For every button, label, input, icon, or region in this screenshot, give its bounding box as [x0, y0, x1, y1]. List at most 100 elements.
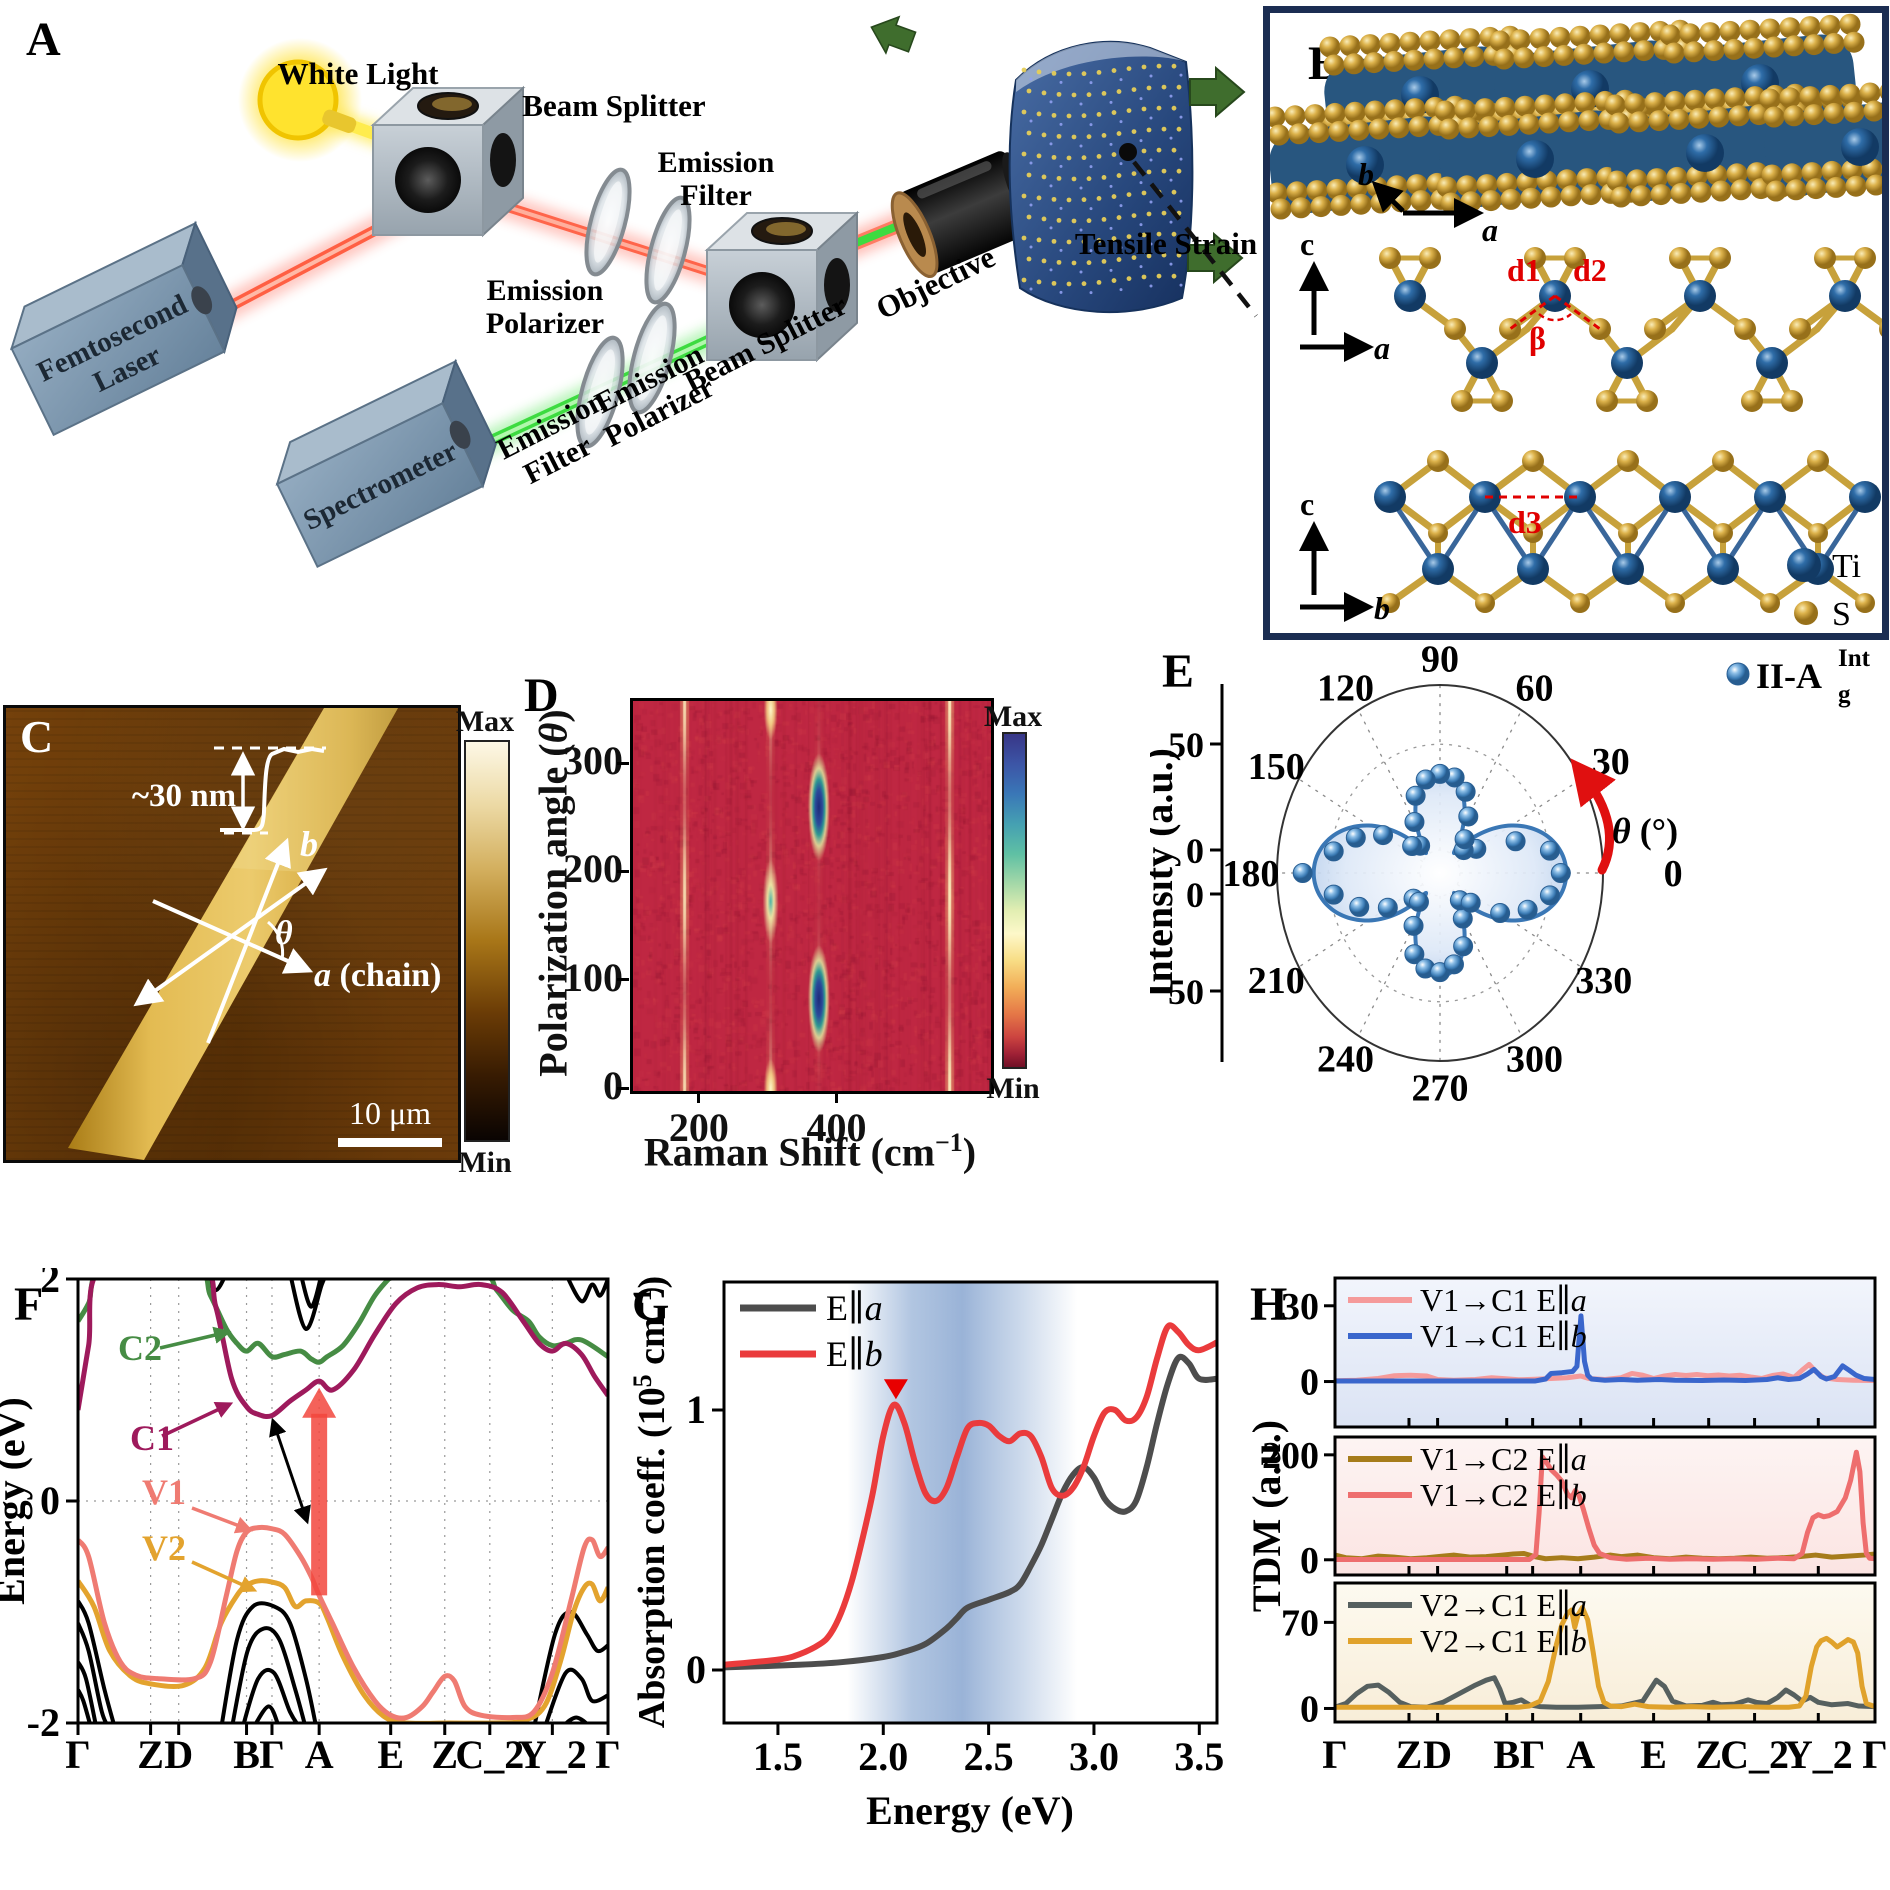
- sulfur-atom: [1708, 106, 1730, 128]
- polar-data-point: [1405, 785, 1426, 806]
- beta-arc: [1538, 313, 1572, 322]
- k-tick-label: B: [233, 1732, 260, 1777]
- band-other: [253, 1704, 280, 1723]
- polar-data-point: [1292, 863, 1313, 883]
- tspan-shape: V2→C1 E∥: [1420, 1587, 1571, 1623]
- polar-grid-radial: [1298, 778, 1424, 863]
- beam-splitter-cube-2: [704, 210, 860, 363]
- legend-marker: [1726, 662, 1750, 686]
- sulfur-atom: [1328, 120, 1350, 142]
- polar-data-point: [1455, 781, 1476, 802]
- sulfur-atom: [1626, 169, 1648, 191]
- titanium-atom: [1374, 481, 1406, 513]
- sulfur-atom: [1348, 119, 1370, 141]
- x-tick-label: 3.0: [1069, 1734, 1119, 1779]
- sulfur-atom: [1865, 174, 1887, 196]
- direct-transition-arrow-shaft: [311, 1413, 328, 1596]
- sulfur-atom: [1290, 197, 1312, 219]
- lattice-dot: [1096, 237, 1102, 243]
- sulfur-atom: [1724, 87, 1746, 109]
- d-y-tick: [617, 869, 629, 873]
- lattice-dot: [1096, 69, 1102, 75]
- lattice-dot: [1079, 228, 1083, 232]
- lattice-dot: [1126, 276, 1132, 281]
- sulfur-atom: [1538, 112, 1560, 134]
- lattice-dot: [1066, 239, 1072, 245]
- sulfur-atom: [1863, 100, 1885, 122]
- sulfur-atom: [1713, 523, 1733, 543]
- k-tick-label: D: [164, 1732, 193, 1777]
- polar-grid-radial: [1298, 883, 1424, 968]
- d2-bond: [1554, 294, 1601, 331]
- lattice-dot: [1036, 153, 1042, 159]
- tspan-shape: V1→C2 E∥: [1420, 1477, 1571, 1513]
- lattice-dot: [1041, 174, 1047, 180]
- panel-a-tag: A: [26, 13, 61, 66]
- sulfur-atom: [1825, 176, 1847, 198]
- lattice-dot: [1146, 85, 1152, 91]
- sulfur-atom: [1440, 192, 1462, 214]
- titanium-atom: [1611, 347, 1643, 379]
- lattice-dot: [1161, 252, 1167, 258]
- lattice-dot: [1139, 223, 1143, 227]
- lattice-dot: [1139, 97, 1143, 101]
- sulfur-atom: [1665, 593, 1685, 613]
- axis-b: b: [1358, 156, 1374, 192]
- lattice-dot: [1059, 206, 1063, 210]
- lattice-dot: [1029, 161, 1033, 165]
- sulfur-atom: [1589, 24, 1611, 46]
- sulfur-atom: [1474, 98, 1496, 120]
- thickness-label: ~30 nm: [132, 778, 236, 814]
- white-light-source: [238, 38, 362, 162]
- axis-c: c: [1300, 226, 1314, 262]
- subpanel-bg: [1335, 1278, 1875, 1427]
- polar-data-point: [1377, 897, 1398, 918]
- titanium-atom: [1829, 280, 1861, 312]
- sulfur-atom: [1734, 318, 1756, 340]
- sulfur-atom: [1613, 41, 1635, 63]
- sulfur-atom: [1529, 28, 1551, 50]
- lattice-dot: [1079, 186, 1083, 190]
- lattice-dot: [1171, 189, 1177, 195]
- indirect-transition-arrow: [269, 1417, 311, 1525]
- tspan-shape: a: [865, 1288, 883, 1328]
- sulfur-atom: [1514, 95, 1536, 117]
- emission-filter-label-2: Filter: [680, 179, 752, 212]
- sulfur-atom: [1879, 81, 1890, 103]
- sulfur-atom: [1564, 247, 1586, 269]
- sulfur-atom: [1268, 124, 1290, 146]
- titanium-atom: [1756, 347, 1788, 379]
- sulfur-atom: [1556, 169, 1578, 191]
- polar-angle-label: 30: [1592, 741, 1630, 783]
- lattice-dot: [1021, 235, 1027, 241]
- k-tick-label: Z: [431, 1732, 458, 1777]
- sulfur-atom: [1719, 20, 1741, 42]
- band-label-arrow: [159, 1326, 232, 1350]
- legend-label: E∥b: [826, 1334, 883, 1374]
- lattice-dot: [1029, 119, 1033, 123]
- lattice-dot: [1141, 232, 1147, 238]
- polar-data-point: [1460, 892, 1481, 913]
- g-x-axis-label: Energy (eV): [866, 1788, 1074, 1833]
- scale-bar: [338, 1138, 442, 1147]
- lattice-dot: [1036, 237, 1042, 243]
- lattice-dot: [1171, 273, 1177, 279]
- sulfur-atom: [1688, 107, 1710, 129]
- sulfur-atom: [1388, 117, 1410, 139]
- lattice-dot: [1141, 190, 1147, 196]
- subpanel-frame: [1333, 1276, 1877, 1429]
- sulfur-atom: [1428, 523, 1448, 543]
- emission-filter-lens: [644, 195, 692, 305]
- sulfur-atom: [1821, 160, 1843, 182]
- tspan-shape: a: [1571, 1587, 1587, 1623]
- lattice-dot: [1071, 176, 1077, 182]
- sulfur-atom: [1574, 92, 1596, 114]
- polar-data-point: [1453, 936, 1474, 957]
- panel-c-tag: C: [20, 711, 53, 762]
- spectrometer: Spectrometer: [275, 358, 497, 569]
- e-tick-label: -2: [27, 1700, 60, 1745]
- beta-label: β: [1529, 320, 1546, 356]
- sulfur-atom: [1475, 593, 1495, 613]
- polar-data-point: [1539, 885, 1560, 906]
- axis-c2: c: [1300, 486, 1314, 522]
